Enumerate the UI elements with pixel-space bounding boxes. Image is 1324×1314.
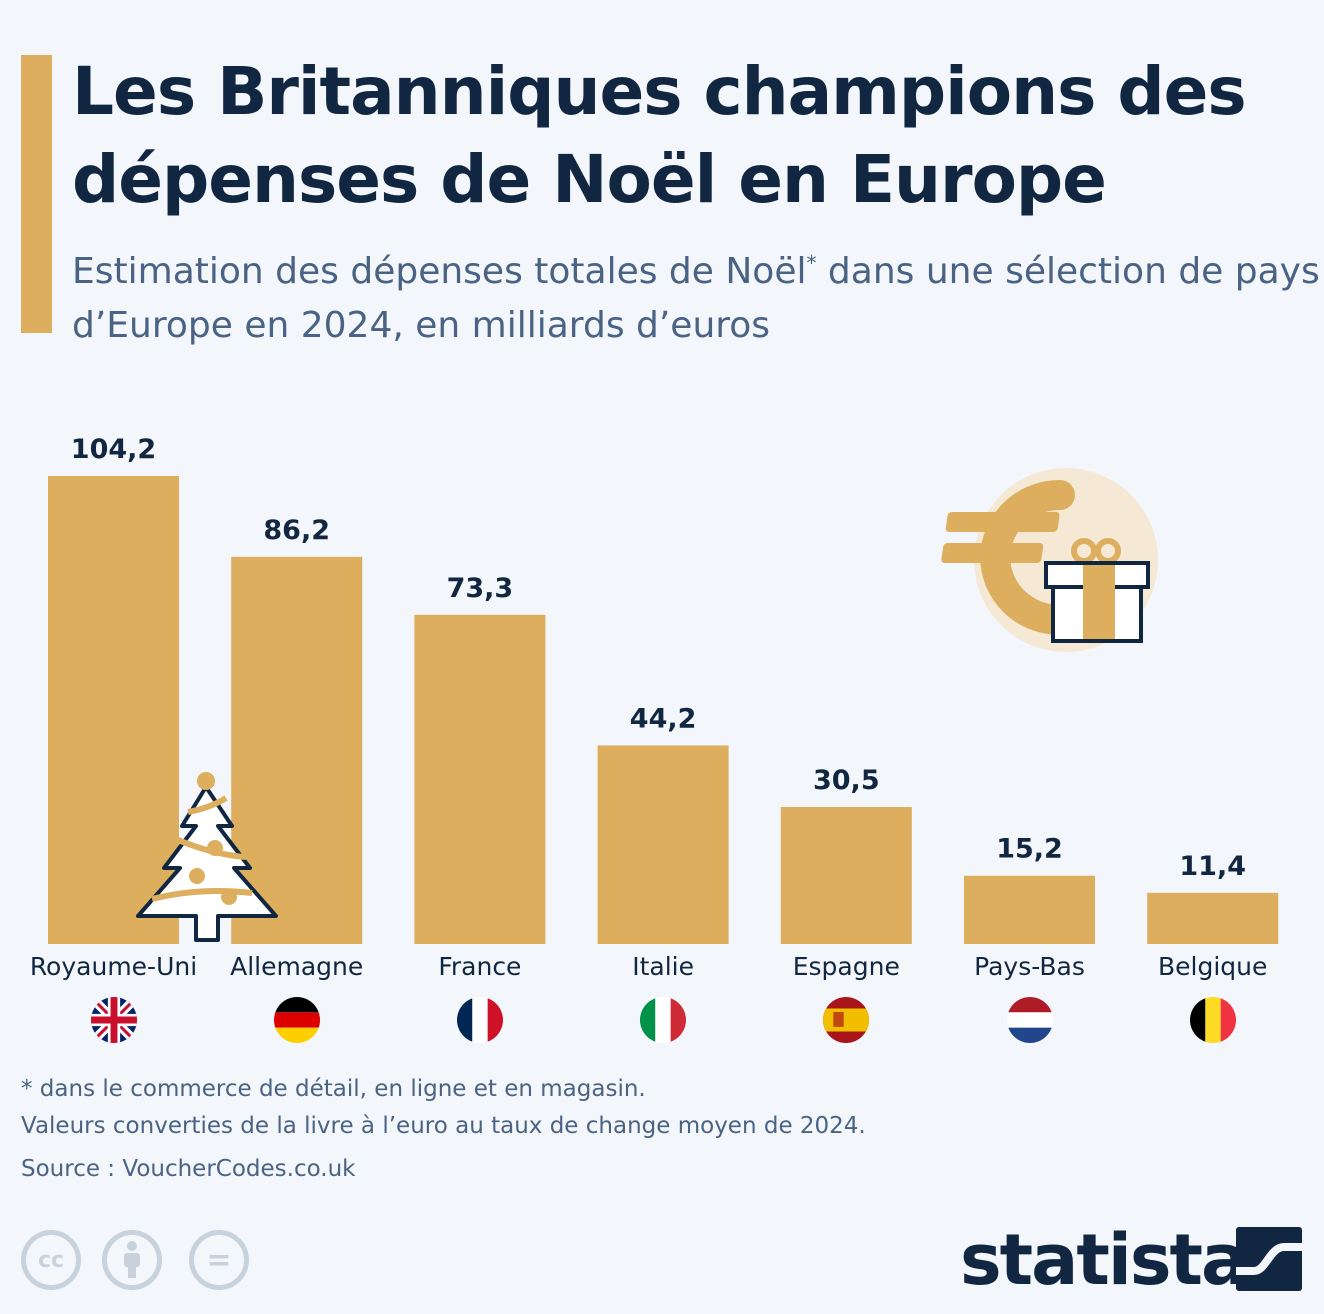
- category-label: Royaume-Uni: [29, 952, 198, 981]
- subtitle-text-2: dans une sélection de pays d’Europe en 2…: [72, 251, 1320, 346]
- conversion-note: Valeurs converties de la livre à l’euro …: [21, 1113, 866, 1139]
- france-flag-icon: [456, 997, 503, 1043]
- christmas-tree-icon: [136, 772, 278, 942]
- title-accent-bar: [21, 55, 52, 333]
- bar-espagne: [780, 807, 912, 944]
- spain-flag-icon: [823, 997, 870, 1043]
- statista-logo[interactable]: statista: [960, 1219, 1248, 1301]
- chart-title: Les Britanniques champions des dépenses …: [72, 53, 1247, 218]
- category-label: Belgique: [1157, 952, 1268, 981]
- bar-belgique: [1147, 892, 1279, 944]
- value-label: 30,5: [813, 765, 880, 796]
- equals-label: =: [206, 1242, 232, 1278]
- bar-chart: 104,2 86,2 73,3 44,2 30,5 15,2 11,4: [48, 434, 1279, 944]
- category-label: Espagne: [792, 952, 900, 981]
- cc-license-icon[interactable]: cc: [21, 1230, 81, 1290]
- category-label: Italie: [632, 952, 694, 981]
- attribution-icon[interactable]: [102, 1230, 162, 1290]
- bar-france: [414, 614, 546, 944]
- value-label: 86,2: [263, 515, 330, 546]
- belgium-flag-icon: [1189, 997, 1236, 1043]
- value-label: 104,2: [71, 434, 156, 465]
- value-label: 73,3: [447, 573, 514, 604]
- footnote-marker: *: [806, 251, 817, 275]
- category-label: France: [438, 952, 522, 981]
- subtitle-text: Estimation des dépenses totales de Noël: [72, 251, 807, 292]
- cc-label: cc: [37, 1247, 65, 1273]
- value-label: 44,2: [630, 703, 697, 734]
- uk-flag-icon: [90, 997, 137, 1043]
- euro-gift-icon: [941, 468, 1158, 652]
- netherlands-flag-icon: [1006, 997, 1053, 1043]
- bar-royaume-uni: [48, 476, 179, 944]
- value-label: 15,2: [996, 834, 1063, 865]
- italy-flag-icon: [640, 997, 687, 1043]
- bar-italie: [597, 745, 729, 944]
- bar-pays-bas: [964, 875, 1095, 944]
- germany-flag-icon: [273, 997, 320, 1043]
- source-link[interactable]: Source : VoucherCodes.co.uk: [21, 1156, 356, 1182]
- bar-allemagne: [231, 556, 363, 944]
- value-label: 11,4: [1179, 851, 1246, 882]
- chart-subtitle: Estimation des dépenses totales de Noël*…: [72, 236, 1322, 353]
- statista-logo-mark: [1236, 1227, 1302, 1291]
- no-derivatives-icon[interactable]: =: [189, 1230, 249, 1290]
- category-label: Pays-Bas: [974, 952, 1085, 981]
- person-glyph: [124, 1241, 140, 1278]
- category-label: Allemagne: [230, 952, 364, 981]
- footnote: * dans le commerce de détail, en ligne e…: [21, 1076, 646, 1102]
